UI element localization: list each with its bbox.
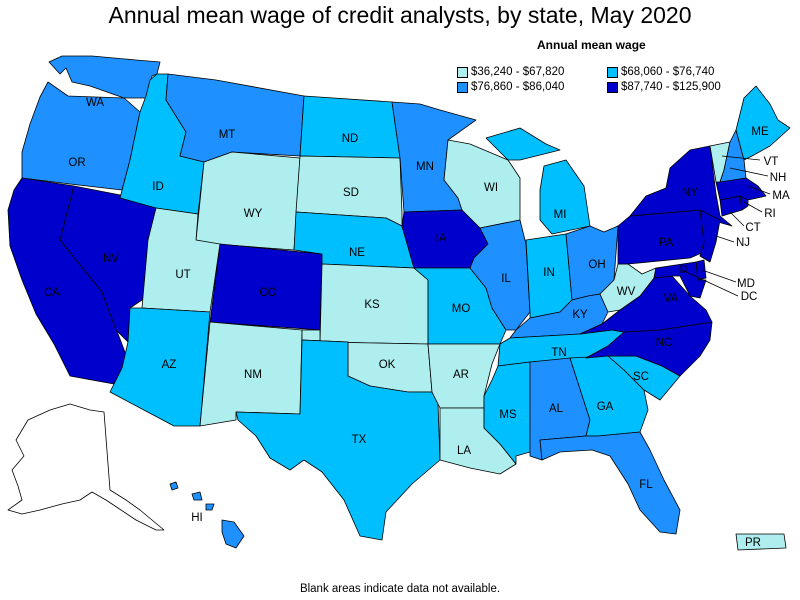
state-OR[interactable]	[21, 81, 141, 191]
state-label-AZ: AZ	[162, 359, 177, 371]
legend-label: $76,860 - $86,040	[471, 81, 565, 93]
state-NC[interactable]	[585, 321, 713, 377]
legend-item: $36,240 - $67,820	[457, 66, 564, 78]
legend-swatch	[457, 66, 468, 78]
state-label-MT: MT	[219, 129, 236, 141]
state-label-NE: NE	[349, 247, 365, 259]
state-label-PA: PA	[659, 237, 674, 249]
state-ME[interactable]	[735, 85, 791, 161]
state-label-LA: LA	[457, 445, 471, 457]
state-MD[interactable]	[653, 261, 707, 299]
state-label-TX: TX	[352, 434, 367, 446]
state-PR[interactable]	[735, 533, 787, 551]
state-label-NJ: NJ	[736, 237, 750, 249]
state-label-CA: CA	[44, 287, 60, 299]
state-label-MN: MN	[416, 161, 434, 173]
state-label-MI: MI	[554, 209, 567, 221]
state-label-WA: WA	[86, 97, 104, 109]
state-label-WV: WV	[617, 286, 636, 298]
legend-item: $87,740 - $125,900	[607, 81, 721, 93]
state-MI[interactable]	[485, 127, 591, 235]
state-label-OK: OK	[379, 359, 396, 371]
legend-title: Annual mean wage	[537, 38, 646, 52]
legend-label: $36,240 - $67,820	[471, 66, 565, 78]
state-label-GA: GA	[597, 401, 614, 413]
state-label-WY: WY	[244, 208, 263, 220]
state-TX[interactable]	[235, 339, 441, 541]
state-label-IA: IA	[436, 233, 447, 245]
state-label-SD: SD	[343, 187, 359, 199]
state-label-VT: VT	[764, 156, 779, 168]
state-label-MA: MA	[772, 190, 790, 202]
state-WA[interactable]	[48, 55, 161, 99]
state-label-AR: AR	[453, 369, 469, 381]
state-label-NH: NH	[770, 172, 787, 184]
state-label-IN: IN	[543, 267, 555, 279]
state-label-KY: KY	[572, 309, 588, 321]
state-AK[interactable]	[7, 403, 165, 531]
state-label-WI: WI	[484, 182, 498, 194]
state-label-MO: MO	[452, 303, 471, 315]
state-label-DC: DC	[741, 291, 758, 303]
state-WY[interactable]	[195, 151, 301, 251]
state-label-FL: FL	[639, 479, 653, 491]
state-label-AL: AL	[549, 403, 564, 415]
map-title: Annual mean wage of credit analysts, by …	[108, 2, 692, 28]
state-MT[interactable]	[165, 73, 305, 163]
legend-label: $68,060 - $76,740	[621, 66, 715, 78]
state-label-HI: HI	[191, 512, 203, 524]
state-FL[interactable]	[539, 431, 681, 535]
state-AZ[interactable]	[109, 307, 211, 427]
leader-lines	[681, 155, 771, 297]
state-HI[interactable]	[169, 481, 245, 549]
state-label-CT: CT	[745, 222, 760, 234]
legend-swatch	[607, 66, 618, 78]
state-label-NM: NM	[244, 369, 262, 381]
state-label-SC: SC	[633, 371, 649, 383]
state-label-NC: NC	[656, 337, 673, 349]
state-label-OH: OH	[588, 259, 605, 271]
legend-item: $76,860 - $86,040	[457, 81, 564, 93]
state-label-NY: NY	[682, 187, 698, 199]
state-label-MD: MD	[737, 278, 755, 290]
state-label-KS: KS	[364, 299, 380, 311]
state-label-NV: NV	[103, 253, 119, 265]
legend-item: $68,060 - $76,740	[607, 66, 714, 78]
state-UT[interactable]	[141, 207, 221, 313]
state-label-PR: PR	[745, 537, 761, 549]
state-label-TN: TN	[551, 347, 566, 359]
state-label-ID: ID	[152, 181, 164, 193]
state-label-MS: MS	[499, 409, 517, 421]
state-label-UT: UT	[175, 269, 190, 281]
legend-swatch	[457, 81, 468, 93]
state-IL[interactable]	[469, 219, 531, 331]
state-ND[interactable]	[299, 95, 401, 159]
state-label-ME: ME	[751, 126, 769, 138]
state-label-IL: IL	[501, 273, 511, 285]
state-label-RI: RI	[764, 208, 776, 220]
state-MA[interactable]	[715, 177, 767, 201]
legend-swatch	[607, 81, 618, 93]
state-label-ND: ND	[342, 133, 359, 145]
state-label-CO: CO	[259, 287, 276, 299]
footnote: Blank areas indicate data not available.	[299, 583, 501, 595]
legend-label: $87,740 - $125,900	[621, 81, 721, 93]
state-label-VA: VA	[664, 293, 679, 305]
state-NJ[interactable]	[699, 209, 721, 263]
state-label-OR: OR	[68, 157, 85, 169]
